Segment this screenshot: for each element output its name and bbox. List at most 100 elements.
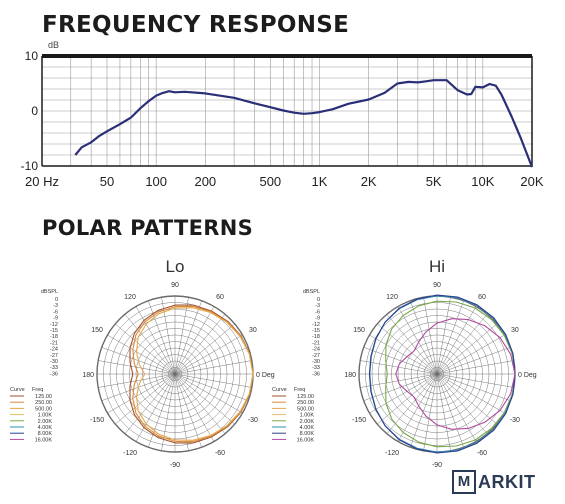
watermark-text: ARKIT xyxy=(478,471,536,492)
polar-spoke xyxy=(436,314,488,375)
polar-angle-label: -30 xyxy=(510,417,520,424)
polar-spoke xyxy=(369,373,438,414)
polar-radial-label: -15 xyxy=(312,328,320,334)
polar-spoke xyxy=(436,300,464,375)
polar-angle-label: 60 xyxy=(478,294,486,301)
polar-spoke xyxy=(363,373,438,401)
polar-spoke xyxy=(377,323,438,375)
polar-spoke xyxy=(174,373,243,414)
polar-spoke xyxy=(436,360,514,375)
polar-radial-label: -9 xyxy=(53,316,58,322)
polar-spoke xyxy=(174,323,235,375)
polar-angle-label: -30 xyxy=(248,417,258,424)
fr-x-tick-label: 5K xyxy=(426,174,442,189)
polar-angle-label: 120 xyxy=(386,294,398,301)
polar-angle-label: 0 Deg xyxy=(518,372,537,379)
polar-angle-label: 150 xyxy=(91,327,103,334)
polar-angle-label: -150 xyxy=(90,417,104,424)
polar-legend-label: 16.00K xyxy=(297,437,315,443)
fr-x-tick-label: 100 xyxy=(145,174,167,189)
polar-angle-label: 90 xyxy=(433,282,441,289)
polar-legend-label: 500.00 xyxy=(35,406,52,412)
polar-legend-label: 8.00K xyxy=(300,431,315,437)
polar-spoke xyxy=(124,314,176,375)
polar-spoke xyxy=(436,323,497,375)
polar-radial-label: -36 xyxy=(312,371,320,377)
polar-radial-label: -6 xyxy=(53,309,58,315)
polar-angle-label: -90 xyxy=(432,462,442,469)
polar-angle-label: 150 xyxy=(353,327,365,334)
watermark-initial: M xyxy=(452,470,476,494)
polar-angle-label: 0 Deg xyxy=(256,372,275,379)
fr-x-tick-label: 500 xyxy=(259,174,281,189)
polar-radial-label: 0 xyxy=(55,297,58,303)
polar-spoke xyxy=(436,306,477,375)
polar-legend-label: 125.00 xyxy=(35,394,52,400)
polar-radial-label: -33 xyxy=(50,365,58,371)
polar-legend-label: 16.00K xyxy=(35,437,53,443)
polar-spoke xyxy=(174,373,252,388)
polar-radial-label: -12 xyxy=(50,322,58,328)
polar-title: Lo xyxy=(166,257,185,276)
polar-radial-label: -3 xyxy=(53,303,58,309)
polar-radial-label: -3 xyxy=(315,303,320,309)
polar-angle-label: 180 xyxy=(344,372,356,379)
polar-radial-label: -24 xyxy=(50,347,58,353)
polar-legend-label: 2.00K xyxy=(300,419,315,425)
polar-title: Hi xyxy=(429,257,445,276)
polar-radial-label: -27 xyxy=(312,353,320,359)
polar-spoke xyxy=(436,373,451,451)
polar-radial-label: -30 xyxy=(50,359,58,365)
polar-spoke xyxy=(174,314,226,375)
polar-curve-16-00K xyxy=(395,318,516,430)
polar-spoke xyxy=(174,373,202,448)
frequency-response-heading: FREQUENCY RESPONSE xyxy=(42,12,350,38)
polar-spoke xyxy=(436,373,511,401)
polar-angle-label: 30 xyxy=(511,327,519,334)
polar-legend-header-freq: Freq xyxy=(294,387,305,393)
polar-spoke xyxy=(174,347,249,375)
polar-spoke xyxy=(436,373,477,442)
polar-radial-label: -15 xyxy=(50,328,58,334)
polar-radial-label: 0 xyxy=(317,297,320,303)
polar-legend-label: 500.00 xyxy=(297,406,314,412)
polar-legend-header-curve: Curve xyxy=(272,387,287,393)
polar-angle-label: 30 xyxy=(249,327,257,334)
fr-x-tick-label: 20 Hz xyxy=(25,174,59,189)
polar-spoke xyxy=(98,360,176,375)
polar-spoke xyxy=(148,300,176,375)
polar-legend-label: 1.00K xyxy=(300,413,315,419)
polar-spoke xyxy=(436,297,451,375)
polar-curve-125-00 xyxy=(129,304,254,444)
polar-spoke xyxy=(115,373,176,425)
fr-x-tick-label: 200 xyxy=(194,174,216,189)
polar-radial-label: -36 xyxy=(50,371,58,377)
fr-y-unit-label: dB xyxy=(48,40,59,50)
watermark-logo: M ARKIT xyxy=(452,470,536,494)
polar-spoke xyxy=(115,323,176,375)
polar-curve-250-00 xyxy=(132,305,254,443)
polar-spoke xyxy=(135,306,176,375)
polar-spoke xyxy=(436,347,511,375)
polar-angle-label: -120 xyxy=(123,450,137,457)
fr-x-tick-label: 1K xyxy=(312,174,328,189)
polar-legend-label: 2.00K xyxy=(38,419,53,425)
polar-spoke xyxy=(135,373,176,442)
fr-y-tick-label: 10 xyxy=(25,49,39,63)
polar-radial-label: -21 xyxy=(312,340,320,346)
polar-legend-header-freq: Freq xyxy=(32,387,43,393)
polar-radial-label: -6 xyxy=(315,309,320,315)
polar-spoke xyxy=(423,373,438,451)
polar-spoke xyxy=(124,373,176,434)
polar-curve-2-00K xyxy=(385,300,516,448)
polar-spoke xyxy=(423,297,438,375)
polar-spoke xyxy=(397,306,438,375)
polar-patterns-heading: POLAR PATTERNS xyxy=(42,216,253,240)
polar-radial-label: -27 xyxy=(50,353,58,359)
polar-patterns-charts: Lo0 Deg306090120150180-150-120-90-60-30d… xyxy=(10,257,537,469)
polar-spoke xyxy=(436,373,464,448)
polar-spoke xyxy=(369,334,438,375)
polar-spoke xyxy=(174,373,189,451)
polar-chart-hi: Hi0 Deg306090120150180-150-120-90-60-30d… xyxy=(272,257,537,469)
polar-curve-8-00K xyxy=(368,294,516,454)
